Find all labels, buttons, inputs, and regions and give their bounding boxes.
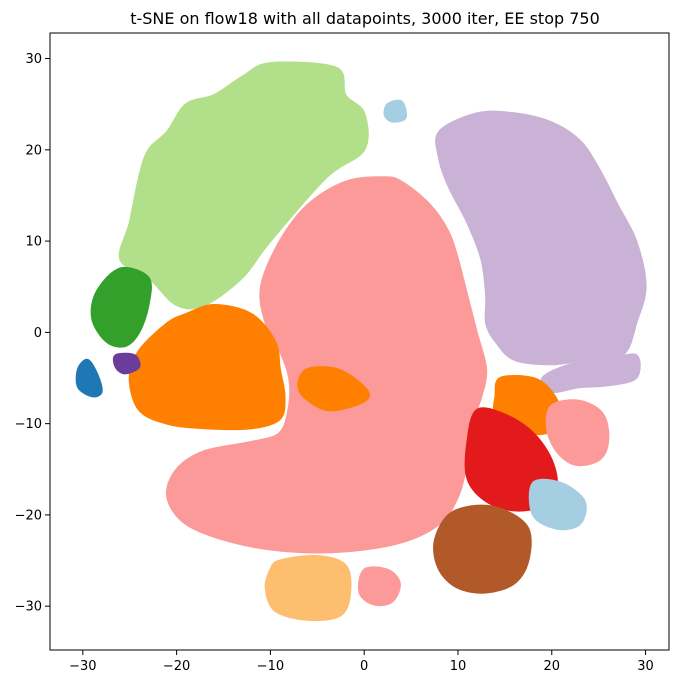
axes-frame	[49, 32, 670, 651]
scatter-cluster-14	[112, 352, 141, 375]
x-tick-label: 10	[450, 659, 467, 674]
y-tick-label: −30	[15, 600, 42, 615]
x-tick-label: −10	[257, 659, 284, 674]
scatter-cluster-12	[90, 266, 152, 348]
y-tick-label: 30	[25, 52, 42, 67]
scatter-cluster-2	[165, 176, 488, 554]
scatter-cluster-10	[528, 478, 587, 531]
scatter-cluster-6	[297, 366, 370, 412]
y-tick-label: −10	[15, 417, 42, 432]
scatter-cluster-16	[357, 566, 401, 607]
x-tick-label: −20	[163, 659, 190, 674]
scatter-cluster-1	[118, 61, 369, 310]
y-axis: 30 20 10 0 −10 −20 −30	[15, 52, 50, 615]
x-tick-label: −30	[69, 659, 96, 674]
x-tick-label: 20	[543, 659, 560, 674]
x-tick-label: 30	[637, 659, 654, 674]
y-tick-label: −20	[15, 508, 42, 523]
chart-title: t-SNE on flow18 with all datapoints, 300…	[130, 9, 600, 28]
scatter-cluster-17	[383, 99, 407, 123]
y-tick-label: 0	[34, 326, 42, 341]
plot-area	[75, 61, 647, 622]
x-axis: −30 −20 −10 0 10 20 30	[69, 650, 654, 674]
y-tick-label: 20	[25, 143, 42, 158]
scatter-cluster-5	[128, 303, 286, 431]
scatter-cluster-15	[264, 554, 352, 622]
scatter-cluster-11	[433, 504, 532, 594]
scatter-cluster-13	[75, 358, 103, 398]
y-tick-label: 10	[25, 235, 42, 250]
x-tick-label: 0	[360, 659, 368, 674]
scatter-cluster-8	[545, 399, 610, 467]
scatter-cluster-4	[540, 353, 641, 393]
